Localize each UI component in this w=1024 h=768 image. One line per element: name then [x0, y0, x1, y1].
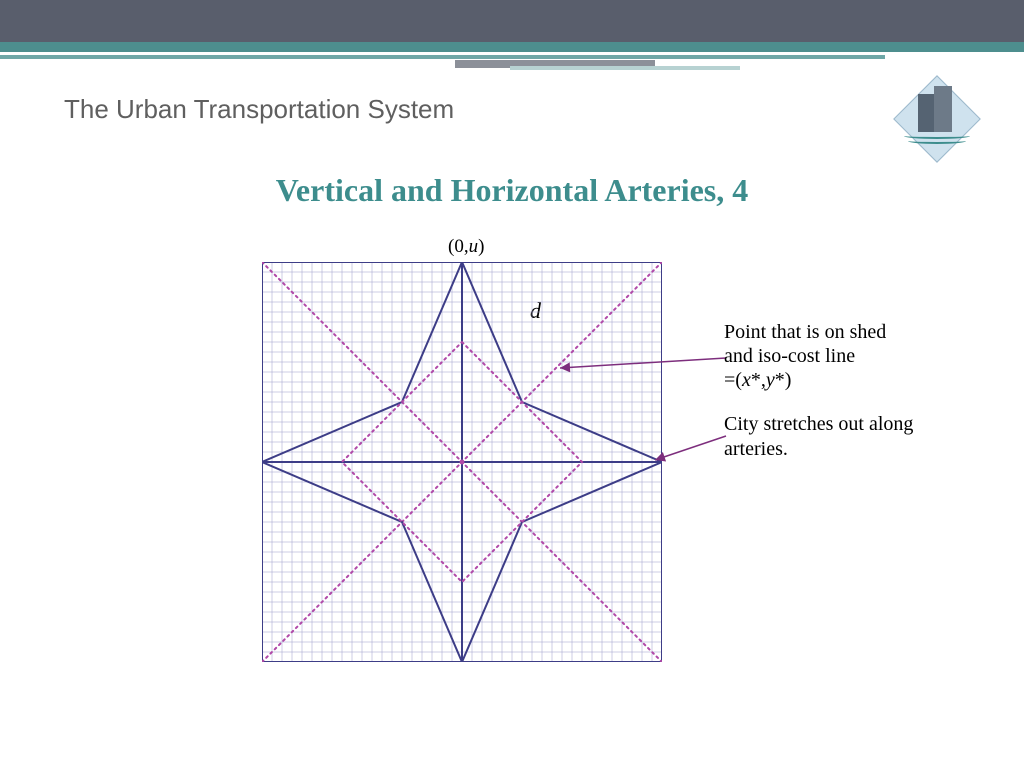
top-bar-teal-thin	[0, 55, 885, 59]
logo-icon	[894, 78, 980, 164]
top-bar-teal-thick	[0, 42, 1024, 52]
callout1-var-y: y	[766, 369, 775, 391]
main-heading: Vertical and Horizontal Arteries, 4	[0, 172, 1024, 209]
diagram-grid	[262, 262, 662, 662]
callout1-var-x: x	[742, 369, 751, 391]
top-axis-label: (0,u)	[448, 236, 484, 258]
callout1-star1: *,	[751, 369, 766, 391]
top-bar-dark	[0, 0, 1024, 42]
callout-city-stretch: City stretches out along arteries.	[724, 412, 964, 462]
callout-shed-point: Point that is on shed and iso-cost line …	[724, 320, 964, 392]
label-top-prefix: (0,	[448, 236, 469, 257]
top-bar-teal-light	[510, 66, 740, 70]
page-title: The Urban Transportation System	[64, 94, 454, 125]
callout1-eq-prefix: =(	[724, 369, 742, 391]
callout1-line1: Point that is on shed	[724, 321, 886, 343]
label-top-var: u	[469, 236, 479, 257]
callout1-eq-suffix: )	[785, 369, 792, 391]
slide: The Urban Transportation System Vertical…	[0, 0, 1024, 768]
label-top-suffix: )	[478, 236, 484, 257]
callout1-star2: *	[775, 369, 785, 391]
callout1-line2: and iso-cost line	[724, 345, 855, 367]
